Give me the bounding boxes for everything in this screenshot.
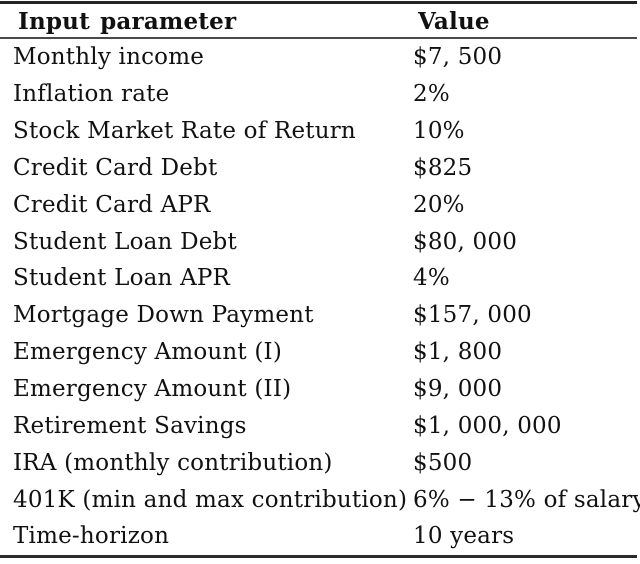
parameter-name: 401K (min and max contribution) <box>13 486 408 513</box>
parameter-value: $500 <box>413 449 473 476</box>
parameter-value: 10 years <box>413 523 515 550</box>
parameter-name: Emergency Amount (I) <box>13 339 283 366</box>
table-bottom-rule <box>0 555 637 558</box>
parameter-name: Student Loan Debt <box>13 228 237 255</box>
table-mid-rule <box>0 37 637 39</box>
table-row: Mortgage Down Payment $157, 000 <box>0 297 640 334</box>
parameter-value: $1, 000, 000 <box>413 412 562 439</box>
table-row: Monthly income $7, 500 <box>0 39 640 76</box>
parameter-name: Credit Card Debt <box>13 154 218 181</box>
parameter-value: $157, 000 <box>413 302 532 329</box>
parameter-value: 6% − 13% of salary <box>413 486 640 513</box>
table-row: Emergency Amount (II) $9, 000 <box>0 371 640 408</box>
parameter-name: Mortgage Down Payment <box>13 302 314 329</box>
table-row: Emergency Amount (I) $1, 800 <box>0 334 640 371</box>
parameter-name: Monthly income <box>13 44 205 71</box>
parameter-name: Stock Market Rate of Return <box>13 118 356 145</box>
parameter-value: 2% <box>413 81 450 108</box>
parameter-value: $1, 800 <box>413 339 503 366</box>
parameter-name: Retirement Savings <box>13 412 247 439</box>
header-value: Value <box>418 8 490 35</box>
table-top-rule <box>0 1 637 4</box>
table-row: Credit Card APR 20% <box>0 186 640 223</box>
parameter-value: 20% <box>413 191 465 218</box>
parameter-name: Credit Card APR <box>13 191 211 218</box>
table-header-row: Input parameter Value <box>0 4 640 37</box>
parameter-name: Time-horizon <box>13 523 170 550</box>
parameter-name: Inflation rate <box>13 81 170 108</box>
parameter-name: IRA (monthly contribution) <box>13 449 333 476</box>
table-row: Stock Market Rate of Return 10% <box>0 113 640 150</box>
parameter-value: $825 <box>413 154 473 181</box>
table-row: Retirement Savings $1, 000, 000 <box>0 407 640 444</box>
table-row: Time-horizon 10 years <box>0 518 640 555</box>
table-row: 401K (min and max contribution) 6% − 13%… <box>0 481 640 518</box>
table-body: Monthly income $7, 500 Inflation rate 2%… <box>0 39 640 555</box>
table-row: Student Loan Debt $80, 000 <box>0 223 640 260</box>
parameter-name: Emergency Amount (II) <box>13 376 292 403</box>
table-row: Inflation rate 2% <box>0 76 640 113</box>
table-row: Credit Card Debt $825 <box>0 150 640 187</box>
table-row: IRA (monthly contribution) $500 <box>0 444 640 481</box>
parameter-value: $80, 000 <box>413 228 518 255</box>
table-row: Student Loan APR 4% <box>0 260 640 297</box>
parameter-value: 10% <box>413 118 465 145</box>
parameter-value: $9, 000 <box>413 376 503 403</box>
header-input-parameter: Input parameter <box>18 8 237 35</box>
parameter-value: $7, 500 <box>413 44 503 71</box>
parameter-value: 4% <box>413 265 450 292</box>
parameter-name: Student Loan APR <box>13 265 231 292</box>
